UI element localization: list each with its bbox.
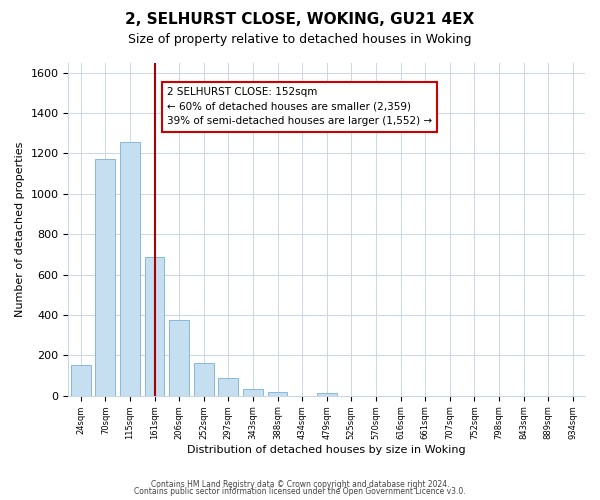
Bar [243, 388, 263, 396]
X-axis label: Distribution of detached houses by size in Woking: Distribution of detached houses by size … [187, 445, 466, 455]
Bar [169, 320, 189, 396]
Bar [71, 366, 91, 396]
Bar [218, 378, 238, 396]
Bar [120, 142, 140, 396]
Bar [317, 392, 337, 396]
Text: Contains HM Land Registry data © Crown copyright and database right 2024.: Contains HM Land Registry data © Crown c… [151, 480, 449, 489]
Bar [145, 258, 164, 396]
Text: Contains public sector information licensed under the Open Government Licence v3: Contains public sector information licen… [134, 487, 466, 496]
Bar [95, 160, 115, 396]
Bar [268, 392, 287, 396]
Bar [194, 364, 214, 396]
Text: 2, SELHURST CLOSE, WOKING, GU21 4EX: 2, SELHURST CLOSE, WOKING, GU21 4EX [125, 12, 475, 28]
Text: 2 SELHURST CLOSE: 152sqm
← 60% of detached houses are smaller (2,359)
39% of sem: 2 SELHURST CLOSE: 152sqm ← 60% of detach… [167, 86, 432, 126]
Text: Size of property relative to detached houses in Woking: Size of property relative to detached ho… [128, 32, 472, 46]
Y-axis label: Number of detached properties: Number of detached properties [15, 142, 25, 317]
